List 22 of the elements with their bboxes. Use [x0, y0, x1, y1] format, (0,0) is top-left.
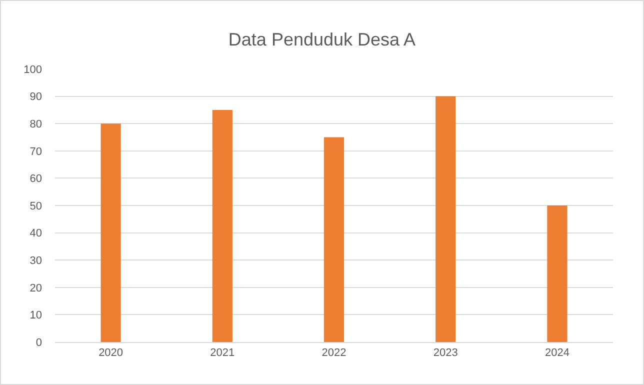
y-tick-label: 30 [30, 254, 42, 267]
y-tick-label: 80 [30, 118, 42, 130]
bar [547, 206, 568, 342]
y-tick-label: 60 [30, 173, 42, 186]
y-tick-label: 10 [30, 310, 42, 322]
y-tick-label: 0 [36, 336, 42, 349]
y-tick-label: 20 [30, 282, 42, 294]
y-tick-label: 70 [30, 146, 42, 158]
bar [436, 96, 456, 342]
x-tick-label: 2020 [98, 347, 124, 360]
y-tick-label: 100 [24, 64, 42, 76]
y-tick-label: 40 [30, 228, 42, 240]
bar [324, 137, 344, 342]
x-tick-label: 2021 [210, 347, 235, 360]
chart-title: Data Penduduk Desa A [228, 30, 416, 50]
x-tick-label: 2022 [322, 347, 346, 360]
bar [100, 124, 121, 342]
bar [212, 110, 232, 342]
x-tick-label: 2024 [544, 347, 570, 360]
y-tick-label: 90 [30, 91, 42, 104]
y-tick-label: 50 [30, 200, 42, 212]
x-tick-label: 2023 [433, 347, 458, 360]
